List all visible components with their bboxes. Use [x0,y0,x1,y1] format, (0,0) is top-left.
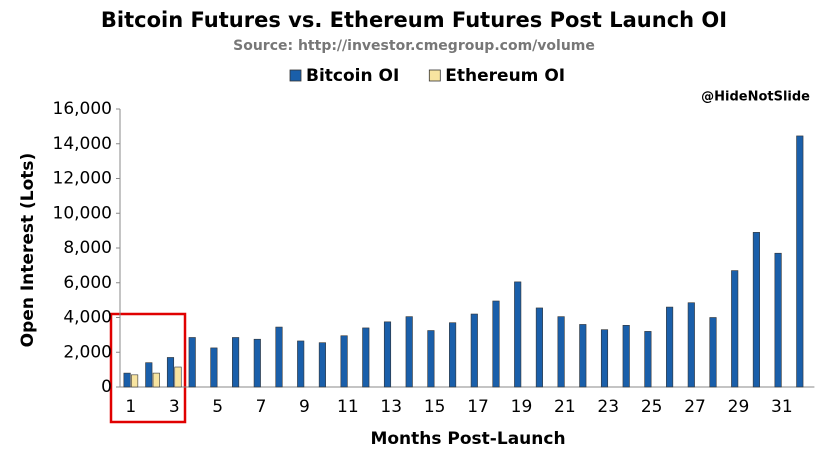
bar [405,316,413,388]
bar [152,372,160,388]
x-tick-label: 15 [424,397,446,417]
bar [514,281,522,388]
bar [579,324,587,388]
bar [666,306,674,388]
x-tick-label: 9 [299,397,310,417]
bar [253,338,261,388]
x-tick-label: 29 [728,397,750,417]
x-axis-title: Months Post-Launch [370,429,565,449]
x-tick-label: 17 [467,397,489,417]
y-tick-label: 4,000 [63,308,112,328]
watermark: @HideNotSlide [701,90,810,105]
bar [449,322,457,388]
x-tick-label: 3 [169,397,180,417]
x-tick-label: 5 [212,397,223,417]
chart-title: Bitcoin Futures vs. Ethereum Futures Pos… [101,8,727,32]
bar [427,330,435,388]
y-tick-label: 0 [101,377,112,397]
legend-label: Ethereum OI [445,66,565,86]
chart-subtitle: Source: http://investor.cmegroup.com/vol… [233,38,595,54]
x-tick-label: 13 [380,397,402,417]
legend-label: Bitcoin OI [306,66,399,86]
bar [123,372,131,388]
bar [145,362,153,388]
x-tick-label: 23 [597,397,619,417]
bar [796,135,804,388]
bar [383,321,392,388]
bar [297,340,305,388]
bar [210,347,218,388]
x-tick-label: 31 [771,397,793,417]
bar [174,366,182,388]
x-tick-label: 1 [125,397,136,417]
y-tick-label: 12,000 [53,169,112,189]
bar [492,300,500,388]
bar [535,307,543,388]
y-tick-label: 8,000 [63,238,112,258]
x-tick-label: 19 [511,397,533,417]
bar [752,232,760,388]
bar [232,337,240,388]
bar [340,335,348,388]
bar [166,357,175,388]
bar [275,326,283,388]
bar [318,342,326,388]
bar [709,317,717,388]
bar [470,313,478,388]
x-tick-label: 27 [684,397,706,417]
bar [362,327,370,388]
highlight-box [109,312,187,424]
bar [644,331,652,388]
y-tick-label: 2,000 [63,342,112,362]
y-axis-title: Open Interest (Lots) [18,153,38,348]
y-tick-label: 10,000 [53,203,112,223]
bar [731,270,739,388]
y-tick-label: 14,000 [53,134,112,154]
bar [774,252,782,388]
bar [131,374,139,388]
legend-swatch [428,69,441,82]
bar [622,325,630,388]
x-tick-label: 11 [337,397,359,417]
bar [600,329,609,388]
bar [687,302,695,388]
x-tick-label: 7 [256,397,267,417]
x-tick-label: 25 [641,397,663,417]
legend-swatch [289,69,302,82]
bar [188,337,196,388]
y-tick-label: 16,000 [53,99,112,119]
bar [557,316,565,388]
y-tick-label: 6,000 [63,273,112,293]
x-tick-label: 21 [554,397,576,417]
